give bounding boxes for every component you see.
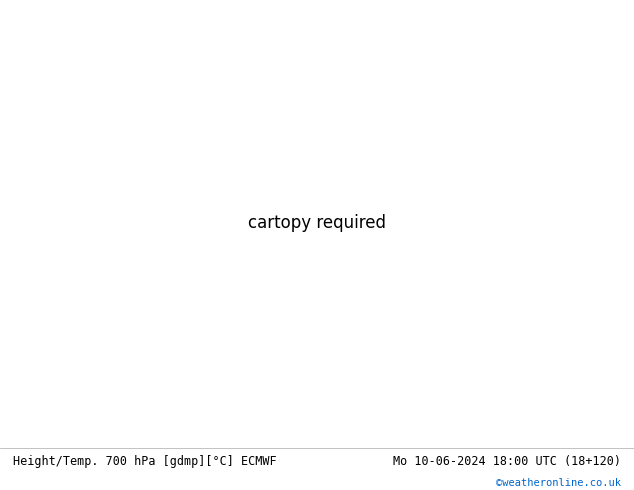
Text: Mo 10-06-2024 18:00 UTC (18+120): Mo 10-06-2024 18:00 UTC (18+120) xyxy=(393,455,621,468)
Text: cartopy required: cartopy required xyxy=(248,214,386,232)
Text: Height/Temp. 700 hPa [gdmp][°C] ECMWF: Height/Temp. 700 hPa [gdmp][°C] ECMWF xyxy=(13,455,276,468)
Text: ©weatheronline.co.uk: ©weatheronline.co.uk xyxy=(496,478,621,489)
